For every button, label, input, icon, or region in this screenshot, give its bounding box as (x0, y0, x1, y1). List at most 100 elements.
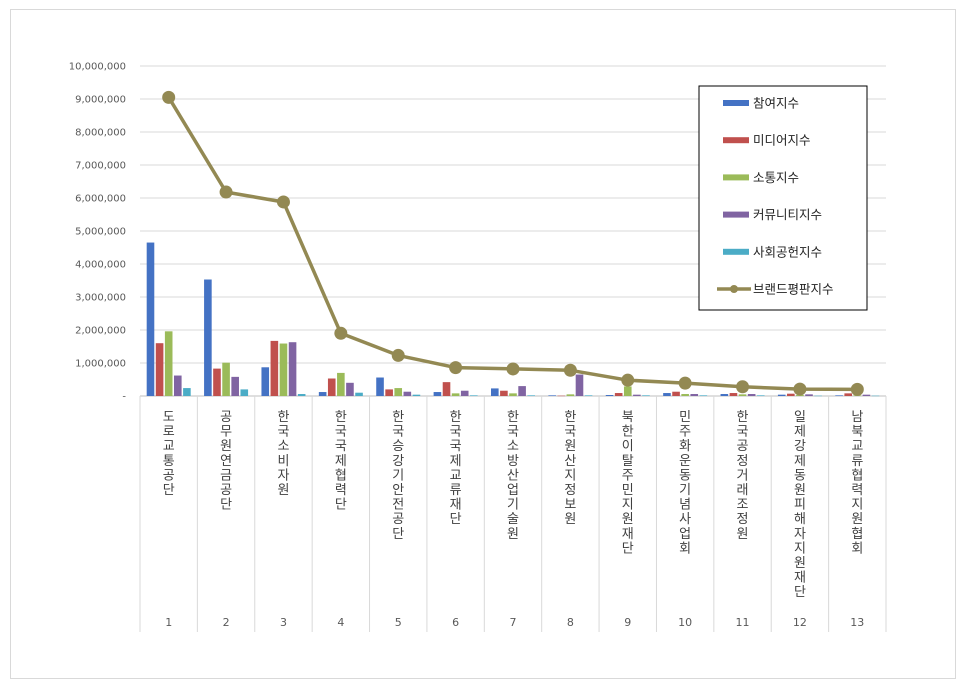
line-point (449, 361, 463, 375)
bar (261, 367, 270, 396)
bar (756, 395, 765, 396)
bar (327, 378, 336, 396)
bars (146, 242, 880, 397)
bar (672, 391, 680, 396)
line-point (334, 326, 348, 340)
rank-label: 11 (736, 616, 750, 629)
line-point (850, 382, 864, 396)
bar (509, 393, 517, 396)
rank-label: 10 (678, 616, 692, 629)
bar (318, 392, 327, 396)
bar (777, 394, 786, 396)
bar (491, 388, 499, 396)
rank-label: 6 (452, 616, 459, 629)
bar (835, 395, 843, 396)
legend-box (698, 85, 868, 311)
legend-swatch (723, 137, 749, 144)
bar (500, 390, 508, 396)
bar (729, 393, 738, 396)
rank-label: 9 (624, 616, 631, 629)
legend-swatch (723, 100, 749, 106)
legend-swatch-marker (730, 285, 738, 293)
bar (623, 386, 632, 396)
bar (690, 394, 699, 396)
legend-label: 소통지수 (753, 170, 799, 185)
line-point (162, 90, 176, 104)
bar (518, 386, 526, 396)
bar (787, 393, 795, 396)
bar (548, 395, 556, 396)
y-tick-label: 2,000,000 (75, 326, 126, 337)
bar (164, 331, 173, 396)
bar (862, 394, 871, 396)
bar (337, 372, 345, 396)
rank-label: 8 (567, 616, 574, 629)
y-tick-label: 6,000,000 (75, 194, 126, 205)
bar (699, 395, 708, 396)
rank-label: 5 (395, 616, 402, 629)
rank-label: 12 (793, 616, 807, 629)
line-point (506, 362, 520, 376)
bar (346, 382, 354, 396)
bar (288, 342, 297, 396)
line-point (219, 185, 233, 199)
y-tick-label: 4,000,000 (75, 260, 126, 271)
legend-label: 참여지수 (753, 96, 799, 111)
legend-swatch (723, 174, 749, 181)
y-tick-label: 5,000,000 (75, 227, 126, 238)
bar (394, 388, 403, 396)
line-point (793, 382, 807, 396)
bar (460, 390, 469, 396)
rank-label: 1 (165, 616, 172, 629)
line-point (621, 373, 635, 387)
line-point (678, 376, 692, 390)
bar (681, 394, 689, 396)
bar (584, 395, 593, 396)
rank-label: 2 (223, 616, 230, 629)
bar (279, 343, 288, 396)
legend-label: 미디어지수 (753, 133, 811, 148)
bar (614, 393, 623, 396)
bar (738, 394, 747, 396)
bar (297, 394, 306, 396)
category-separators (139, 396, 887, 632)
bar (575, 374, 584, 396)
y-tick-label: 1,000,000 (75, 359, 126, 370)
bar (204, 279, 212, 396)
bar (605, 395, 614, 396)
rank-label: 13 (850, 616, 864, 629)
bar (442, 382, 451, 396)
bar (222, 362, 230, 396)
legend-label: 사회공헌지수 (753, 244, 822, 259)
category-labels: 도 로 교 통 공 단 1 공 무 원 연 금 공 단 2 한 국 소 비 자 원 3 한 국 국 제 협 력 단 4 한 국 승 강 기 안 전 공 단 5… (163, 410, 865, 629)
rank-label: 3 (280, 616, 287, 629)
bar (183, 388, 191, 396)
bar (355, 392, 363, 396)
bar (231, 376, 239, 396)
y-tick-label: 8,000,000 (75, 128, 126, 139)
bar (173, 375, 182, 396)
bar (240, 389, 249, 396)
legend-label: 브랜드평판지수 (753, 282, 834, 297)
line-series (162, 90, 864, 396)
bar (805, 394, 813, 396)
legend-label: 커뮤니티지수 (753, 207, 822, 222)
y-axis-ticks: - 1,000,000 2,000,000 3,000,000 4,000,000 5,0… (69, 62, 127, 403)
bar (470, 395, 478, 396)
line-point (736, 380, 750, 394)
y-tick-label: 10,000,000 (69, 62, 126, 73)
bar (433, 392, 442, 396)
rank-label: 4 (337, 616, 344, 629)
